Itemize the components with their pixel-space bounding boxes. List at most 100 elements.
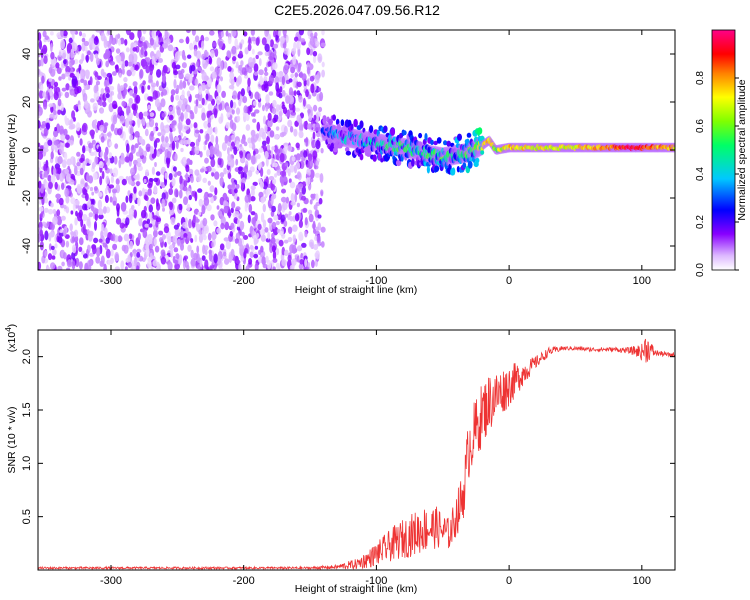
heatmap-cell: [69, 179, 75, 185]
heatmap-cell: [201, 255, 206, 261]
heatmap-cell: [190, 238, 194, 243]
heatmap-cell: [181, 103, 186, 112]
heatmap-cell: [260, 212, 265, 223]
heatmap-cell: [194, 129, 200, 134]
heatmap-cell: [359, 153, 364, 161]
heatmap-cell: [139, 68, 144, 79]
heatmap-cell: [254, 245, 259, 250]
heatmap-cell: [55, 62, 60, 69]
heatmap-cell: [321, 30, 325, 36]
heatmap-cell: [194, 145, 200, 155]
heatmap-cell: [121, 100, 126, 107]
heatmap-cell: [79, 138, 83, 146]
heatmap-cell: [157, 132, 162, 137]
heatmap-cell: [124, 60, 129, 67]
heatmap-cell: [251, 48, 255, 55]
heatmap-cell: [315, 250, 320, 260]
heatmap-cell: [251, 217, 256, 225]
heatmap-cell: [313, 204, 318, 210]
heatmap-cell: [320, 42, 326, 48]
heatmap-cell: [402, 130, 407, 136]
heatmap-cell: [213, 109, 218, 119]
heatmap-cell: [174, 188, 179, 198]
heatmap-cell: [180, 147, 184, 153]
heatmap-cell: [451, 167, 456, 176]
heatmap-cell: [93, 85, 98, 94]
heatmap-cell: [58, 76, 62, 81]
heatmap-cell: [193, 209, 199, 215]
heatmap-cell: [257, 178, 263, 183]
heatmap-cell: [120, 202, 127, 212]
heatmap-cell: [267, 61, 272, 67]
heatmap-cell: [256, 121, 261, 132]
heatmap-cell: [148, 117, 155, 128]
heatmap-cell: [123, 233, 130, 242]
heatmap-cell: [275, 220, 280, 226]
heatmap-cell: [202, 234, 207, 241]
heatmap-cell: [92, 102, 98, 111]
heatmap-cell: [129, 134, 134, 141]
heatmap-cell: [53, 81, 59, 88]
heatmap-cell: [235, 77, 240, 87]
heatmap-cell: [309, 36, 315, 46]
heatmap-cell: [133, 85, 138, 96]
heatmap-cell: [141, 209, 147, 219]
heatmap-cell: [411, 158, 415, 167]
colorbar: 0.0 0.2 0.4 0.6 0.8 Normalized spectral ampl…: [695, 29, 748, 277]
heatmap-cell: [136, 252, 141, 258]
heatmap-cell: [261, 131, 267, 140]
heatmap-cell: [226, 50, 231, 58]
heatmap-cell: [52, 208, 57, 215]
heatmap-cell: [141, 59, 148, 70]
heatmap-cell: [273, 214, 279, 221]
heatmap-cell: [181, 62, 187, 69]
heatmap-cell: [38, 261, 42, 270]
heatmap-cell: [95, 80, 101, 86]
spectrogram-y-label: Frequency (Hz): [6, 114, 18, 186]
heatmap-cell: [196, 245, 200, 254]
heatmap-cell: [114, 266, 120, 270]
heatmap-cell: [245, 124, 251, 131]
heatmap-cell: [38, 160, 42, 170]
heatmap-cell: [234, 188, 238, 194]
heatmap-cell: [293, 90, 297, 97]
heatmap-cell: [106, 132, 112, 137]
heatmap-cell: [78, 209, 83, 219]
heatmap-cell: [248, 143, 253, 149]
heatmap-cell: [164, 136, 169, 143]
heatmap-cell: [183, 255, 189, 260]
heatmap-cell: [228, 135, 232, 143]
heatmap-cell: [81, 214, 88, 222]
heatmap-cell: [150, 130, 155, 137]
heatmap-cell: [46, 221, 50, 227]
heatmap-cell: [44, 230, 49, 241]
heatmap-cell: [65, 134, 70, 140]
heatmap-cell: [97, 199, 103, 210]
heatmap-cell: [85, 54, 89, 63]
heatmap-cell: [123, 83, 128, 89]
heatmap-cell: [212, 41, 217, 47]
heatmap-cell: [155, 35, 159, 45]
heatmap-cell: [88, 212, 94, 218]
heatmap-cell: [176, 106, 181, 116]
heatmap-cell: [187, 54, 192, 59]
heatmap-cell: [225, 122, 231, 129]
heatmap-cell: [92, 161, 97, 168]
heatmap-cell: [250, 155, 256, 165]
y-tick-label: -20: [21, 190, 33, 206]
heatmap-cell: [50, 105, 54, 113]
heatmap-cell: [199, 168, 205, 173]
heatmap-cell: [82, 161, 87, 166]
heatmap-cell: [50, 51, 55, 60]
heatmap-cell: [264, 51, 269, 57]
heatmap-cell: [131, 205, 135, 210]
heatmap-cell: [110, 257, 114, 264]
heatmap-cell: [281, 104, 286, 110]
heatmap-cell: [88, 175, 94, 184]
heatmap-cell: [297, 63, 301, 72]
heatmap-cell: [199, 259, 203, 268]
heatmap-cell: [116, 54, 122, 64]
heatmap-cell: [95, 57, 100, 66]
heatmap-cell: [185, 118, 191, 126]
heatmap-cell: [76, 162, 81, 167]
